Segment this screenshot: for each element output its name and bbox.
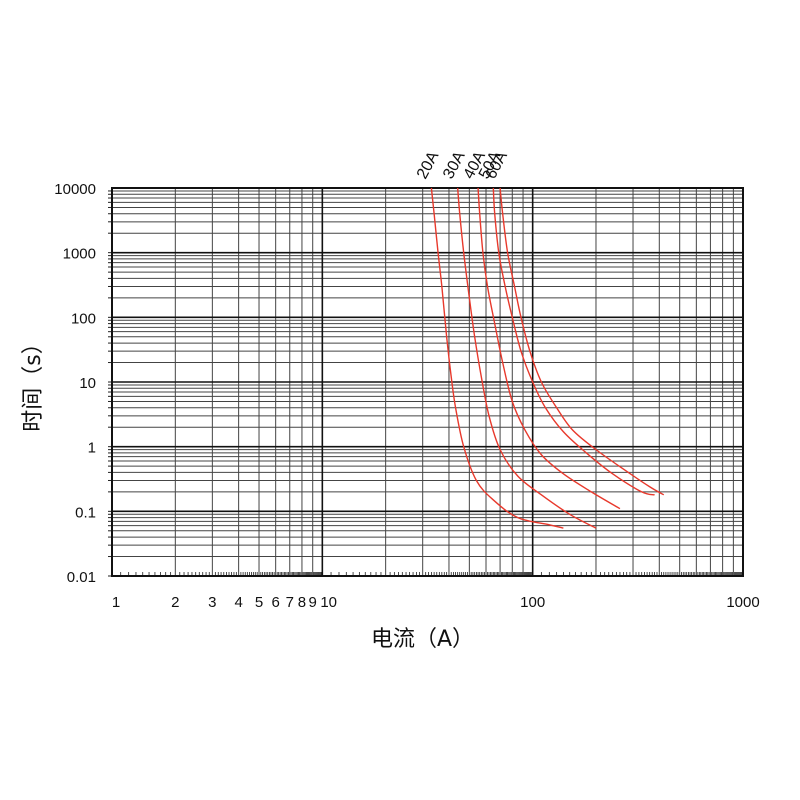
series-curve-40a [477, 187, 621, 510]
series-curve-50a [492, 187, 655, 496]
x-tick-label: 2 [171, 594, 179, 611]
y-tick-label: 1000 [63, 246, 96, 263]
y-tick-label: 100 [71, 310, 96, 327]
plot-frame [111, 187, 744, 577]
x-axis-title: 电流（A） [371, 627, 474, 652]
axis-tick-marks [108, 190, 743, 577]
series-lines [430, 187, 665, 529]
y-axis-tick-labels: 0.01 0.1 1 10 100 1000 10000 [54, 181, 96, 586]
y-tick-label: 0.01 [67, 569, 96, 586]
series-curve-20a [430, 187, 564, 529]
x-tick-label: 8 [298, 594, 306, 611]
x-tick-label: 5 [255, 594, 263, 611]
series-label-20a: 20A [414, 148, 443, 181]
x-tick-label: 6 [271, 594, 279, 611]
x-tick-label: 100 [520, 594, 545, 611]
x-tick-label: 4 [234, 594, 242, 611]
y-axis-title: 时间（s） [21, 332, 46, 431]
series-curve-60a [499, 187, 665, 496]
y-tick-label: 10 [79, 375, 96, 392]
x-tick-label: 1 [112, 594, 120, 611]
x-tick-label: 9 [309, 594, 317, 611]
x-tick-label: 1000 [726, 594, 759, 611]
y-tick-label: 10000 [54, 181, 96, 198]
x-tick-label: 3 [208, 594, 216, 611]
y-tick-label: 1 [88, 440, 96, 457]
x-tick-label: 7 [286, 594, 294, 611]
x-axis-tick-labels: 1 2 3 4 5 6 7 8 9 10 100 1000 [112, 594, 760, 611]
y-tick-label: 0.1 [75, 504, 96, 521]
x-tick-label: 10 [320, 594, 337, 611]
series-curve-30a [456, 187, 597, 529]
